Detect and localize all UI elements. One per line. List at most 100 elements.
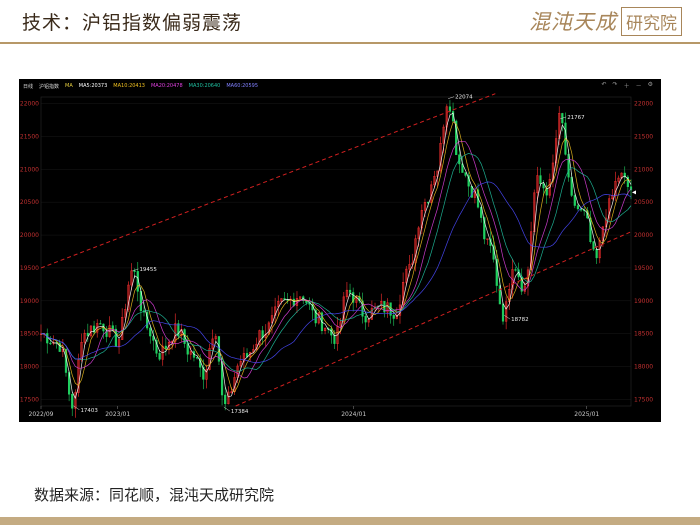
candle-body	[74, 392, 77, 409]
candle-body	[258, 330, 261, 345]
candle-body	[355, 296, 358, 303]
legend-item-ma10: MA10:20413	[113, 83, 145, 89]
candle-body	[189, 351, 192, 355]
y-tick-label-left: 19500	[20, 265, 39, 272]
candle-body	[214, 336, 217, 340]
candle-body	[86, 332, 89, 337]
x-tick-label: 2025/01	[574, 411, 599, 418]
price-annotation: 18782	[511, 317, 529, 323]
candle-body	[92, 325, 96, 333]
x-tick-label: 2022/09	[29, 411, 54, 418]
x-tick-label: 2024/01	[341, 411, 366, 418]
candle-body	[392, 315, 395, 319]
candle-body	[298, 296, 302, 299]
candle-body	[155, 340, 158, 354]
candle-body	[592, 241, 595, 250]
candle-body	[277, 301, 280, 308]
candle-body	[71, 394, 74, 409]
channel-lower-line	[235, 231, 632, 407]
price-annotation: 17384	[231, 409, 249, 415]
candle-body	[448, 106, 452, 112]
legend-item-ma30: MA30:20640	[188, 83, 221, 89]
candle-body	[280, 298, 283, 302]
redo-icon[interactable]: ↷	[612, 81, 618, 88]
candle-body	[242, 353, 246, 362]
footer-bar	[0, 517, 700, 525]
candle-body	[239, 361, 242, 367]
candle-body	[567, 154, 570, 178]
candle-body	[130, 270, 133, 286]
candle-body	[545, 187, 548, 196]
ma5-line	[40, 112, 632, 400]
zoom-out-icon[interactable]: －	[635, 83, 642, 90]
candle-body	[227, 391, 230, 405]
zoom-in-icon[interactable]: ＋	[623, 83, 630, 90]
candle-body	[361, 300, 364, 317]
candle-body	[433, 176, 436, 186]
candle-body	[380, 301, 383, 307]
y-tick-label-right: 22000	[634, 101, 653, 108]
undo-icon[interactable]: ↶	[601, 81, 607, 88]
candle-body	[314, 309, 317, 324]
candle-body	[511, 269, 514, 290]
kline-chart-panel[interactable]: 日线 沪铝指数 MA MA5:20373 MA10:20413 MA20:204…	[19, 79, 661, 422]
candle-body	[495, 259, 498, 286]
ma20-line	[40, 140, 632, 379]
ma60-line	[40, 181, 632, 364]
candle-body	[230, 391, 233, 393]
candle-body	[127, 284, 130, 310]
candle-body	[455, 120, 458, 156]
candle-body	[501, 303, 505, 322]
page-header: 技术：沪铝指数偏弱震荡 混沌天成 研究院	[0, 0, 700, 44]
y-tick-label-right: 21500	[634, 133, 653, 140]
candle-body	[46, 333, 49, 344]
candle-body	[508, 288, 511, 302]
candle-body	[498, 285, 501, 305]
candle-body	[186, 343, 189, 355]
candle-body	[486, 238, 489, 240]
kline-chart: 17500 17500 18000 18000 18500 18500 19000 19000…	[20, 93, 653, 418]
candle-body	[576, 205, 580, 210]
y-tick-label-left: 20000	[20, 232, 39, 239]
candle-body	[352, 292, 355, 303]
data-source: 数据来源：同花顺，混沌天成研究院	[34, 486, 275, 504]
ma30-line	[40, 153, 632, 372]
candle-body	[124, 309, 127, 318]
candle-body	[58, 342, 61, 352]
y-tick-label-left: 21500	[20, 133, 39, 140]
candle-body	[121, 317, 124, 340]
candle-body	[177, 323, 180, 336]
candle-body	[114, 328, 118, 347]
candle-body	[579, 208, 583, 211]
candle-body	[89, 325, 93, 337]
logo-text: 混沌天成	[529, 10, 617, 34]
ma10-line	[40, 121, 632, 393]
legend-symbol: 沪铝指数	[39, 83, 60, 90]
candle-body	[542, 183, 545, 189]
candle-body	[480, 206, 483, 218]
candle-body	[608, 198, 611, 219]
candle-body	[149, 327, 152, 337]
candle-body	[364, 316, 367, 323]
legend-period: 日线	[23, 83, 34, 90]
candle-body	[158, 353, 161, 360]
page-title: 技术：沪铝指数偏弱震荡	[22, 12, 243, 34]
legend-item-ma20: MA20:20478	[150, 83, 183, 89]
price-annotation: 22074	[455, 95, 473, 101]
candle-body	[439, 143, 442, 172]
candle-body	[105, 330, 108, 337]
y-tick-label-right: 19500	[634, 265, 653, 272]
candle-body	[205, 369, 208, 380]
price-annotation: 19455	[139, 267, 157, 273]
y-tick-label-right: 18000	[634, 364, 653, 371]
candle-body	[99, 323, 102, 325]
candle-body	[345, 289, 349, 298]
chart-legend: 日线 沪铝指数 MA MA5:20373 MA10:20413 MA20:204…	[23, 81, 258, 91]
settings-icon[interactable]: ⚙	[647, 81, 653, 88]
annotation-leader	[73, 405, 80, 411]
candle-body	[539, 175, 542, 184]
candle-body	[520, 276, 523, 292]
y-tick-label-right: 20500	[634, 199, 653, 206]
candle-body	[629, 186, 633, 191]
brand-logo: 混沌天成 研究院	[529, 6, 682, 36]
